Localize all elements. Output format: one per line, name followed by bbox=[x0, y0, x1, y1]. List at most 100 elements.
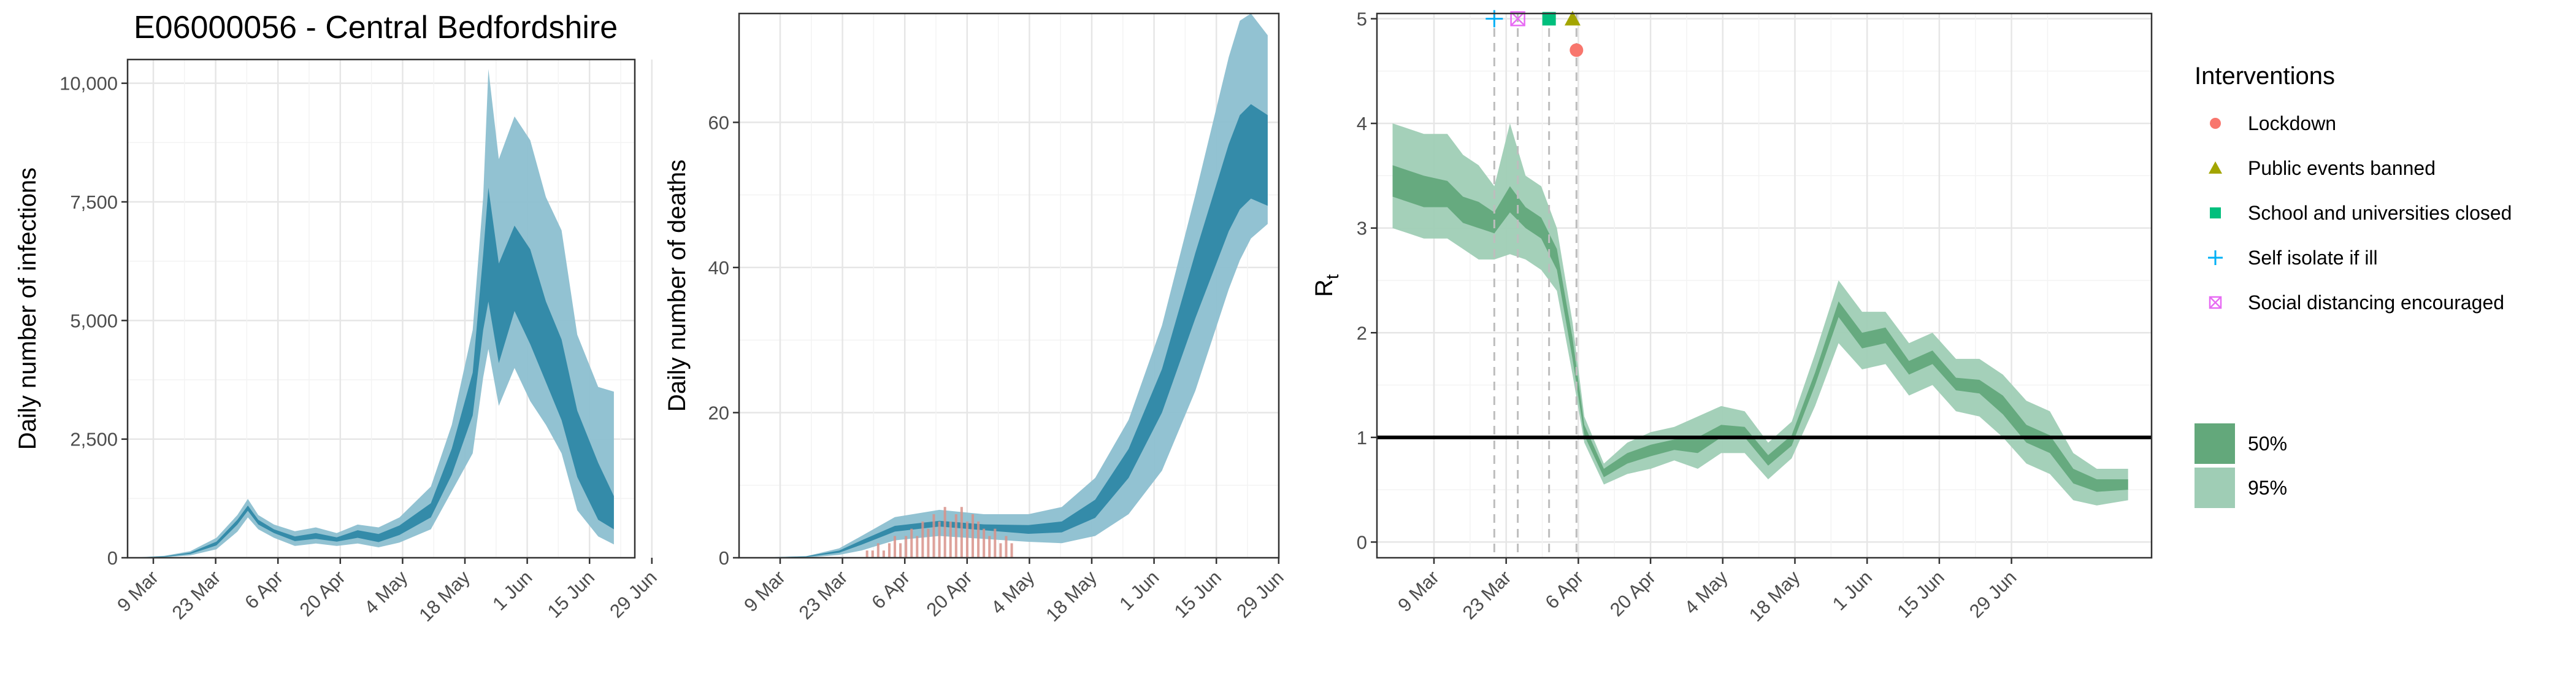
y-tick-label: 5 bbox=[1357, 9, 1367, 30]
x-tick-label: 1 Jun bbox=[1828, 566, 1876, 614]
x-tick-label: 23 Mar bbox=[168, 566, 225, 623]
death-bar bbox=[977, 521, 980, 558]
plot-data bbox=[1392, 123, 2128, 506]
death-bar bbox=[988, 536, 991, 558]
credible-band-95 bbox=[750, 13, 1268, 558]
death-bar bbox=[999, 543, 1002, 558]
chart-title: E06000056 - Central Bedfordshire bbox=[134, 10, 618, 45]
death-bar bbox=[865, 550, 868, 558]
x-tick-label: 9 Mar bbox=[113, 566, 163, 616]
intervention-marker bbox=[1542, 12, 1556, 26]
x-tick-label: 23 Mar bbox=[795, 566, 852, 623]
chart-panel-3: 0 1 2 3 4 5 9 Mar 23 Mar 6 Apr 20 Apr 4 May 18 May 1… bbox=[1311, 9, 2153, 626]
gridlines bbox=[739, 13, 1280, 559]
intervention-marker bbox=[1485, 10, 1503, 28]
x-tick-label: 9 Mar bbox=[740, 566, 789, 616]
legend-key-marker bbox=[2208, 250, 2223, 265]
x-tick-label: 20 Apr bbox=[1606, 566, 1660, 620]
death-bar bbox=[954, 514, 957, 558]
y-tick-label: 60 bbox=[708, 112, 729, 133]
x-tick-label: 4 May bbox=[987, 566, 1039, 619]
credible-band-50 bbox=[750, 104, 1268, 558]
y-tick-label: 2,500 bbox=[70, 429, 118, 450]
death-bar bbox=[882, 550, 885, 558]
legend: Interventions Lockdown Public events banne… bbox=[2195, 63, 2512, 508]
chart-panel-2: 0 20 40 60 9 Mar 23 Mar 6 Apr 20 Apr 4 May 18 May… bbox=[664, 12, 1288, 626]
y-tick-label: 1 bbox=[1357, 427, 1367, 449]
legend-key-marker-box bbox=[2209, 296, 2222, 309]
x-tick-label: 6 Apr bbox=[1541, 566, 1587, 613]
legend-interval-swatch bbox=[2195, 468, 2235, 508]
death-bar bbox=[899, 543, 902, 558]
x-tick-label: 29 Jun bbox=[605, 566, 661, 622]
gridlines bbox=[1377, 13, 2152, 558]
credible-band-95 bbox=[138, 69, 614, 558]
plot-data bbox=[138, 69, 614, 558]
legend-interval-label: 50% bbox=[2248, 433, 2287, 455]
death-bar bbox=[871, 550, 874, 558]
panel-border bbox=[126, 58, 636, 559]
x-tick-label: 29 Jun bbox=[1232, 566, 1288, 622]
intervention-marker bbox=[1564, 10, 1581, 26]
death-bar bbox=[932, 514, 935, 558]
legend-key-marker bbox=[2209, 161, 2222, 174]
credible-band-50 bbox=[138, 187, 614, 558]
y-tick-label: 0 bbox=[1357, 531, 1367, 553]
legend-item-label: School and universities closed bbox=[2248, 202, 2512, 224]
y-axis-title-subscript: t bbox=[1323, 274, 1343, 279]
credible-band-95 bbox=[1392, 123, 2128, 506]
y-tick-label: 2 bbox=[1357, 322, 1367, 344]
death-bar bbox=[972, 514, 975, 558]
y-axis-title-main: R bbox=[1311, 279, 1338, 297]
x-tick-label: 6 Apr bbox=[240, 566, 287, 613]
x-tick-label: 20 Apr bbox=[296, 566, 350, 620]
x-tick-label: 29 Jun bbox=[1965, 566, 2021, 622]
y-tick-label: 7,500 bbox=[70, 191, 118, 213]
death-bar bbox=[876, 543, 880, 558]
death-bar bbox=[916, 536, 919, 558]
death-bar bbox=[938, 521, 941, 558]
y-tick-label: 4 bbox=[1357, 113, 1367, 134]
legend-key-marker bbox=[2210, 118, 2221, 129]
panel-border bbox=[1376, 12, 2153, 559]
death-bar bbox=[994, 528, 997, 558]
y-tick-label: 20 bbox=[708, 402, 729, 423]
y-axis-title: Daily number of infections bbox=[14, 168, 41, 450]
death-bar bbox=[1005, 536, 1008, 558]
x-tick-label: 23 Mar bbox=[1459, 566, 1516, 623]
death-bar bbox=[1010, 543, 1013, 558]
legend-item-label: Lockdown bbox=[2248, 112, 2336, 134]
x-tick-label: 15 Jun bbox=[1170, 566, 1226, 622]
y-tick-label: 0 bbox=[719, 547, 729, 569]
x-tick-label: 18 May bbox=[1041, 566, 1101, 626]
chart-panel-1: 0 2,500 5,000 7,500 10,000 9 Mar 23 Mar 6 Apr 20… bbox=[14, 10, 661, 626]
legend-key-marker-x2 bbox=[2209, 296, 2221, 309]
intervention-marker bbox=[1570, 43, 1584, 57]
y-tick-label: 40 bbox=[708, 257, 729, 279]
x-tick-label: 9 Mar bbox=[1393, 566, 1443, 616]
legend-item-label: Public events banned bbox=[2248, 157, 2436, 179]
legend-item-label: Self isolate if ill bbox=[2248, 247, 2378, 269]
death-bar bbox=[921, 521, 924, 558]
intervention-marker-box bbox=[1510, 11, 1525, 26]
y-tick-label: 10,000 bbox=[59, 73, 118, 94]
legend-title: Interventions bbox=[2195, 63, 2335, 90]
death-bar bbox=[983, 528, 986, 558]
x-tick-label: 6 Apr bbox=[867, 566, 914, 613]
y-tick-label: 5,000 bbox=[70, 310, 118, 331]
legend-key-marker bbox=[2210, 207, 2221, 218]
x-tick-label: 20 Apr bbox=[922, 566, 976, 620]
panel-border bbox=[738, 12, 1280, 559]
death-bar bbox=[949, 521, 952, 558]
x-tick-label: 4 May bbox=[360, 566, 412, 619]
death-bar bbox=[893, 536, 897, 558]
legend-key-marker bbox=[2209, 296, 2222, 309]
legend-interval-label: 95% bbox=[2248, 477, 2287, 499]
credible-band-50 bbox=[1392, 165, 2128, 492]
death-bar bbox=[927, 528, 930, 558]
death-bar bbox=[943, 507, 946, 558]
x-tick-label: 15 Jun bbox=[543, 566, 599, 622]
death-bar bbox=[960, 507, 963, 558]
x-tick-label: 1 Jun bbox=[488, 566, 536, 614]
